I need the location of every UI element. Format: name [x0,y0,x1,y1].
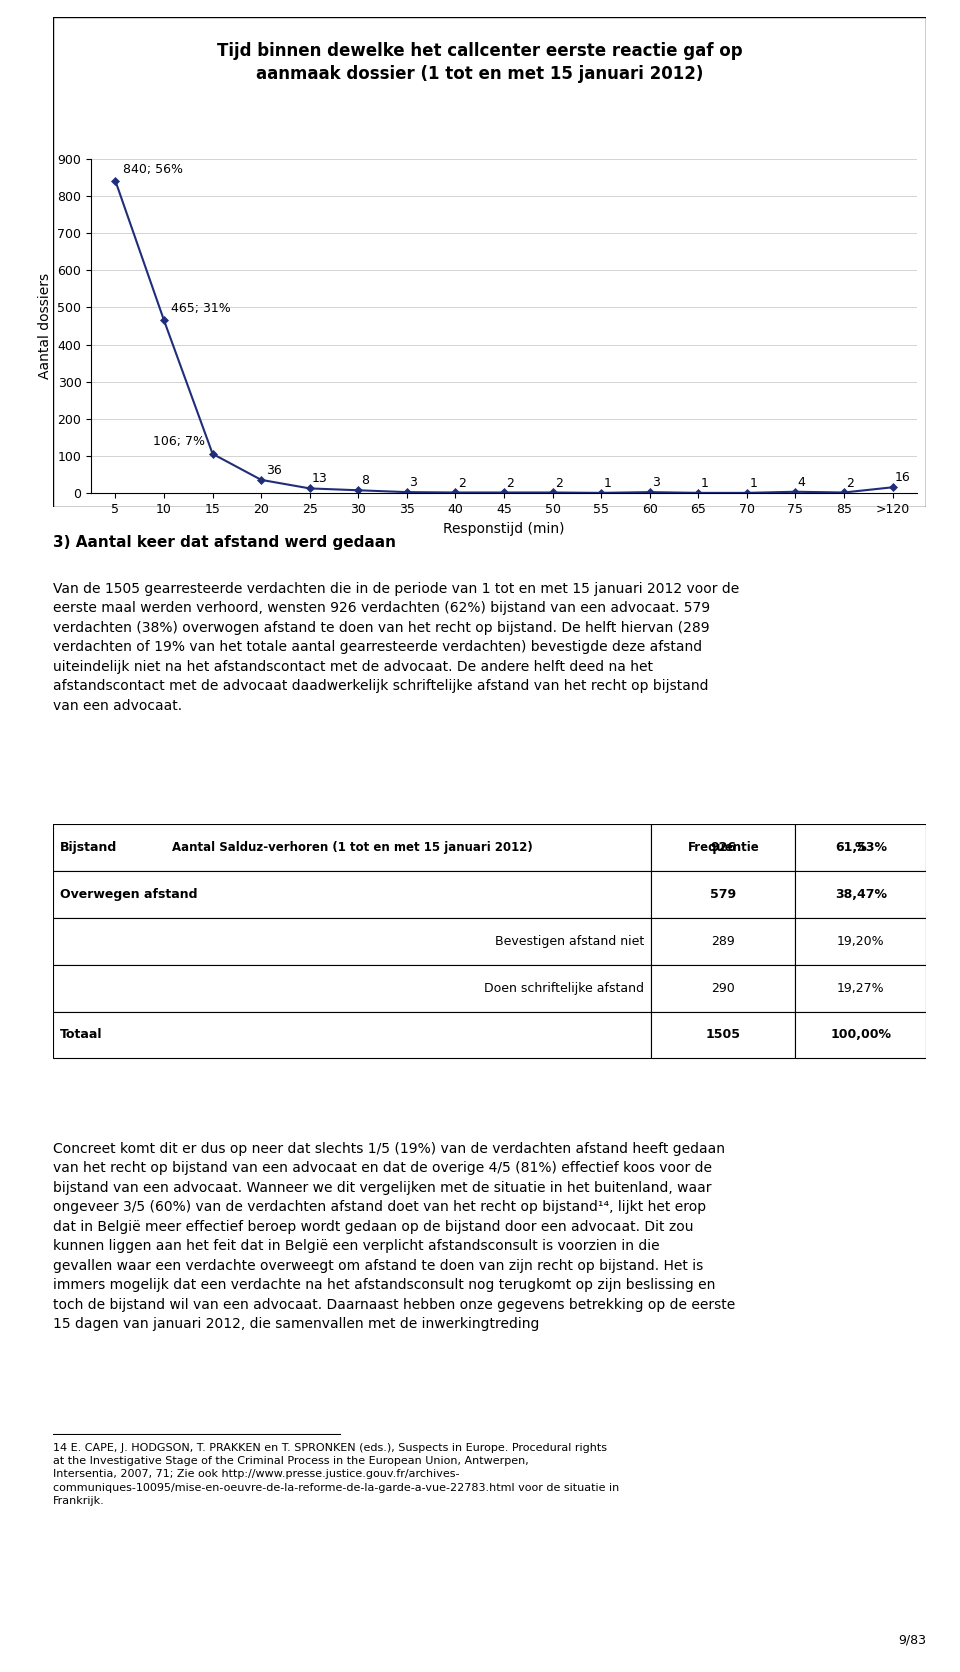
Text: Doen schriftelijke afstand: Doen schriftelijke afstand [484,981,644,995]
Text: 2: 2 [555,477,563,490]
Text: %: % [855,841,867,854]
Text: 14 E. CAPE, J. HODGSON, T. PRAKKEN en T. SPRONKEN (eds.), Suspects in Europe. Pr: 14 E. CAPE, J. HODGSON, T. PRAKKEN en T.… [53,1443,619,1506]
Text: 100,00%: 100,00% [830,1028,892,1042]
Bar [795,824,926,871]
Text: Overwegen afstand: Overwegen afstand [60,888,198,901]
Text: Van de 1505 gearresteerde verdachten die in de periode van 1 tot en met 15 janua: Van de 1505 gearresteerde verdachten die… [53,582,739,712]
Text: 3) Aantal keer dat afstand werd gedaan: 3) Aantal keer dat afstand werd gedaan [53,535,396,550]
X-axis label: Responstijd (min): Responstijd (min) [444,522,564,535]
Bar [795,824,926,871]
Text: 465; 31%: 465; 31% [171,303,231,314]
Text: 290: 290 [711,981,735,995]
Text: Concreet komt dit er dus op neer dat slechts 1/5 (19%) van de verdachten afstand: Concreet komt dit er dus op neer dat sle… [53,1142,735,1331]
Bar [651,1012,795,1058]
Text: 1: 1 [604,477,612,490]
Bar [651,918,795,965]
Text: 2: 2 [458,477,466,490]
Bar [53,871,651,918]
Text: 3: 3 [652,477,660,490]
Text: 2: 2 [847,477,854,490]
Bar [53,824,651,871]
Bar [651,824,795,871]
Text: Bevestigen afstand niet: Bevestigen afstand niet [495,935,644,948]
Text: 61,53%: 61,53% [835,841,887,854]
Text: 1505: 1505 [706,1028,741,1042]
Text: Totaal: Totaal [60,1028,103,1042]
Text: Frequentie: Frequentie [687,841,759,854]
Text: 106; 7%: 106; 7% [154,435,205,448]
Text: Bijstand: Bijstand [60,841,117,854]
Bar [651,871,795,918]
Text: 926: 926 [710,841,736,854]
Bar [795,965,926,1012]
Text: 1: 1 [749,477,757,490]
Y-axis label: Aantal dossiers: Aantal dossiers [38,273,52,380]
Text: Aantal Salduz-verhoren (1 tot en met 15 januari 2012): Aantal Salduz-verhoren (1 tot en met 15 … [172,841,533,854]
Text: 579: 579 [710,888,736,901]
Bar [795,918,926,965]
Text: 4: 4 [798,477,805,488]
Bar [651,824,795,871]
Bar [53,1012,651,1058]
Bar [53,824,651,871]
Text: 9/83: 9/83 [899,1634,926,1647]
Text: 19,20%: 19,20% [837,935,885,948]
Bar [53,965,651,1012]
Text: 1: 1 [701,477,708,490]
Text: 289: 289 [711,935,735,948]
Text: 36: 36 [266,463,282,477]
Text: 38,47%: 38,47% [835,888,887,901]
Text: 19,27%: 19,27% [837,981,885,995]
Text: Tijd binnen dewelke het callcenter eerste reactie gaf op
aanmaak dossier (1 tot : Tijd binnen dewelke het callcenter eerst… [217,42,743,84]
Text: 840; 56%: 840; 56% [123,162,182,176]
Bar [795,1012,926,1058]
Bar [795,871,926,918]
Text: 3: 3 [409,477,418,490]
Text: 16: 16 [895,472,911,485]
Text: 2: 2 [507,477,515,490]
Text: 8: 8 [361,475,369,487]
Text: 13: 13 [312,473,328,485]
Bar [53,918,651,965]
Bar [651,965,795,1012]
